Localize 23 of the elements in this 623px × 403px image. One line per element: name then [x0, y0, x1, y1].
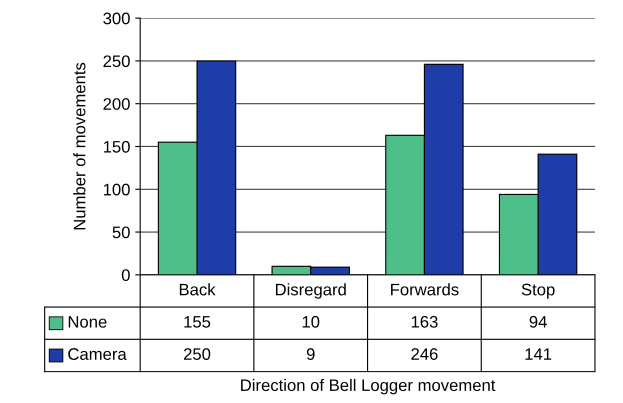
- y-tick-label: 0: [122, 269, 130, 282]
- legend-label: None: [68, 316, 107, 328]
- y-tick-label: 300: [103, 12, 130, 24]
- data-label: 246: [411, 348, 438, 360]
- x-axis-title: Direction of Bell Logger movement: [241, 378, 496, 394]
- data-label: 10: [302, 316, 320, 328]
- y-tick-label: 200: [103, 98, 130, 110]
- x-tick-label: Back: [180, 283, 216, 296]
- data-label: 250: [184, 348, 210, 360]
- data-label: 94: [530, 316, 547, 328]
- x-tick-label: Forwards: [391, 283, 459, 296]
- data-label: 141: [525, 348, 552, 360]
- y-tick-label: 250: [103, 55, 130, 68]
- y-tick-label: 50: [112, 226, 130, 238]
- y-tick-label: 150: [104, 140, 130, 153]
- legend-label: Camera: [68, 348, 127, 360]
- x-tick-label: Disregard: [276, 283, 346, 299]
- y-axis-title: Number of movements: [73, 62, 86, 230]
- y-tick-label: 100: [104, 184, 130, 196]
- data-label: 9: [306, 348, 315, 360]
- x-tick-label: Stop: [522, 284, 555, 299]
- data-label: 155: [184, 316, 210, 328]
- data-label: 163: [412, 316, 438, 328]
